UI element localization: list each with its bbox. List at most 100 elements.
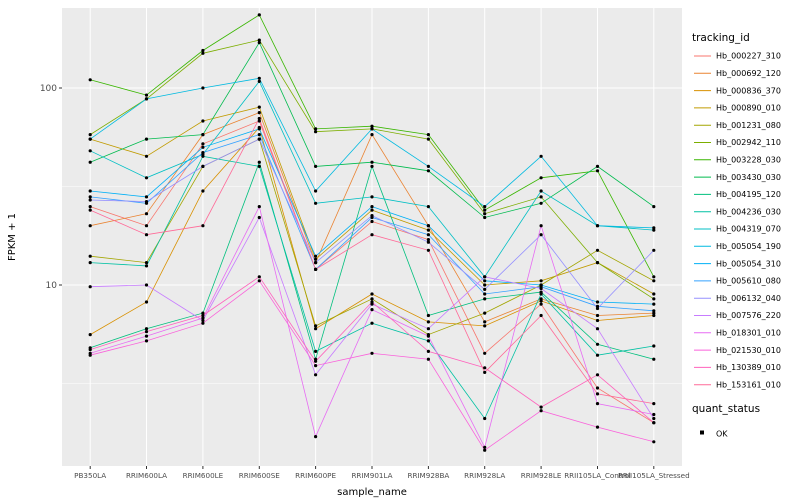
data-point	[144, 200, 149, 204]
legend-label-Hb_005054_190: Hb_005054_190	[716, 242, 781, 251]
data-point	[483, 445, 487, 449]
data-point	[201, 142, 205, 146]
x-tick-label: RRIM600SE	[239, 471, 281, 480]
data-point	[144, 176, 149, 180]
data-point	[426, 240, 430, 244]
data-point	[314, 254, 318, 258]
legend-label-Hb_021530_010: Hb_021530_010	[716, 346, 781, 355]
legend-label-Hb_005610_080: Hb_005610_080	[716, 277, 781, 286]
data-point	[539, 195, 543, 199]
data-point	[257, 79, 261, 83]
data-point	[652, 313, 656, 318]
data-point	[426, 313, 430, 318]
data-point	[426, 238, 430, 242]
data-point	[88, 333, 92, 337]
data-point	[201, 313, 205, 318]
legend-label-Hb_153161_010: Hb_153161_010	[716, 380, 781, 389]
data-point	[595, 353, 600, 357]
data-point	[144, 224, 149, 228]
data-point	[257, 160, 261, 164]
data-point	[652, 357, 656, 361]
data-point	[144, 137, 149, 141]
data-point	[595, 224, 600, 228]
data-point	[314, 257, 318, 261]
data-point	[539, 313, 543, 318]
data-point	[370, 351, 374, 355]
data-point	[314, 373, 318, 377]
data-point	[144, 212, 149, 216]
x-tick-label: RRIM928BA	[407, 471, 449, 480]
data-point	[483, 279, 487, 283]
data-point	[257, 111, 261, 115]
data-point	[652, 344, 656, 348]
data-point	[652, 228, 656, 232]
data-point	[652, 226, 656, 230]
data-point	[595, 169, 600, 173]
data-point	[314, 261, 318, 265]
data-point	[370, 195, 374, 199]
data-point	[483, 215, 487, 220]
data-point	[314, 359, 318, 363]
data-point	[539, 409, 543, 413]
data-point	[314, 130, 318, 134]
data-point	[314, 267, 318, 271]
data-point	[652, 421, 656, 425]
data-point	[370, 164, 374, 168]
data-point	[426, 133, 430, 137]
data-point	[257, 13, 261, 17]
data-point	[257, 164, 261, 168]
x-tick-label: RRIM928LE	[521, 471, 562, 480]
data-point	[539, 154, 543, 158]
data-point	[88, 285, 92, 289]
data-point	[652, 292, 656, 296]
x-tick-label: RRIM600LE	[183, 471, 224, 480]
data-point	[88, 195, 92, 199]
data-point	[314, 327, 318, 331]
data-point	[539, 201, 543, 205]
data-point	[201, 164, 205, 168]
legend-label-Hb_005054_310: Hb_005054_310	[716, 259, 781, 268]
legend-label-Hb_000836_370: Hb_000836_370	[716, 86, 781, 95]
x-tick-label: RRIM901LA	[351, 471, 392, 480]
data-point	[370, 308, 374, 312]
data-point	[426, 233, 430, 237]
data-point	[483, 366, 487, 370]
data-point	[483, 205, 487, 209]
legend-label-Hb_000692_120: Hb_000692_120	[716, 69, 781, 78]
data-point	[144, 283, 149, 287]
data-point	[370, 214, 374, 218]
legend-label-Hb_002942_110: Hb_002942_110	[716, 138, 781, 147]
data-point	[144, 195, 149, 199]
data-point	[370, 233, 374, 237]
data-point	[314, 201, 318, 205]
data-point	[595, 342, 600, 346]
data-point	[483, 370, 487, 374]
data-point	[370, 127, 374, 131]
data-point	[595, 164, 600, 168]
data-point	[144, 97, 149, 101]
data-point	[257, 116, 261, 121]
data-point	[257, 137, 261, 141]
data-point	[257, 119, 261, 123]
data-point	[652, 302, 656, 306]
data-point	[88, 160, 92, 164]
data-point	[257, 279, 261, 283]
data-point	[370, 321, 374, 325]
legend-label-Hb_003430_030: Hb_003430_030	[716, 173, 781, 182]
data-point	[483, 311, 487, 315]
data-point	[426, 339, 430, 343]
legend-label-Hb_000227_310: Hb_000227_310	[716, 52, 781, 61]
data-point	[426, 137, 430, 141]
data-point	[426, 169, 430, 173]
data-point	[595, 392, 600, 396]
data-point	[652, 412, 656, 417]
data-point	[144, 233, 149, 237]
data-point	[314, 435, 318, 439]
data-point	[539, 176, 543, 180]
x-tick-label: PB350LA	[74, 471, 106, 480]
x-tick-label: RRIM928LA	[464, 471, 505, 480]
x-tick-label: RRII105LA_Stressed	[618, 471, 690, 480]
data-point	[314, 189, 318, 193]
quant-status-ok-label: OK	[716, 430, 728, 439]
quant-status-ok-point-icon	[700, 430, 704, 435]
